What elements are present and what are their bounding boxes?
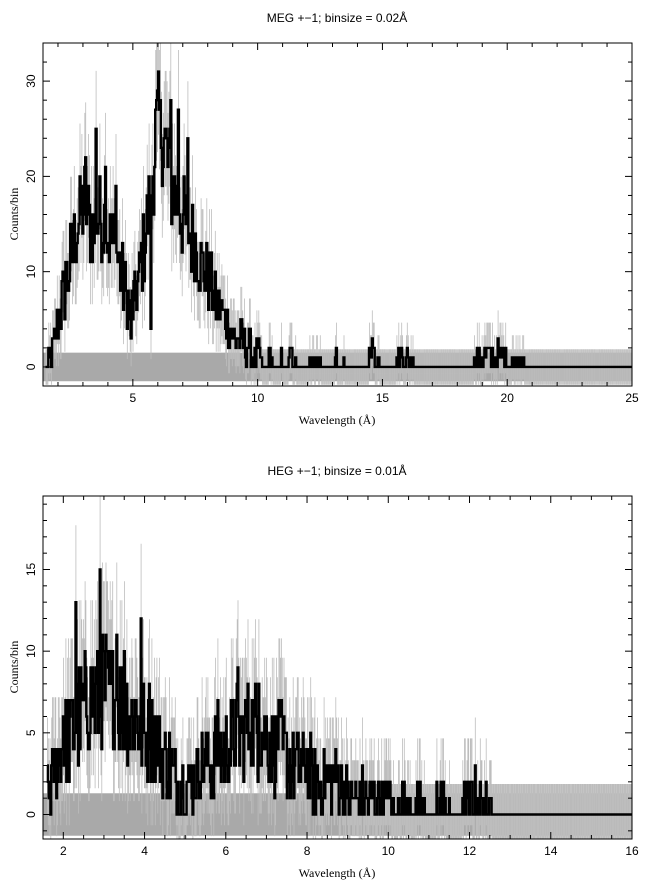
y-tick-label: 30 <box>24 74 38 88</box>
x-axis-label: Wavelength (Å) <box>299 413 376 427</box>
meg-panel: MEG +−1; binsize = 0.02Å 5 10 15 20 25 0 10 20… <box>7 10 639 427</box>
x-axis: 5 10 15 20 25 <box>57 43 639 405</box>
x-tick-label: 10 <box>382 844 396 858</box>
x-tick-label: 8 <box>304 844 311 858</box>
noise-layer <box>45 43 632 385</box>
x-tick-label: 15 <box>376 391 390 405</box>
series-layer <box>46 568 632 816</box>
y-tick-label: 0 <box>24 363 38 370</box>
y-tick-label: 10 <box>24 265 38 279</box>
y-tick-label: 20 <box>24 169 38 183</box>
y-axis-label: Counts/bin <box>7 188 21 241</box>
y-tick-label: 15 <box>24 563 38 577</box>
chart-title: HEG +−1; binsize = 0.01Å <box>267 463 406 478</box>
data-series <box>46 568 632 816</box>
error-bars <box>45 43 632 385</box>
x-tick-label: 2 <box>60 844 67 858</box>
chart-title: MEG +−1; binsize = 0.02Å <box>267 10 407 25</box>
y-tick-label: 0 <box>24 811 38 818</box>
x-axis-label: Wavelength (Å) <box>299 866 376 880</box>
x-tick-label: 4 <box>141 844 148 858</box>
x-axis: 2 4 6 8 10 12 14 16 <box>42 496 639 858</box>
x-tick-label: 5 <box>130 391 137 405</box>
x-tick-label: 16 <box>625 844 639 858</box>
x-tick-label: 10 <box>251 391 265 405</box>
x-tick-label: 14 <box>544 844 558 858</box>
y-tick-label: 10 <box>24 644 38 658</box>
heg-panel: HEG +−1; binsize = 0.01Å 2 4 6 8 10 12 14 16 0 5… <box>7 463 639 880</box>
y-axis: 0 10 20 30 <box>24 42 632 387</box>
y-tick-label: 5 <box>24 729 38 736</box>
y-axis: 0 5 10 15 <box>24 503 632 832</box>
series-layer <box>45 70 632 369</box>
x-tick-label: 12 <box>463 844 477 858</box>
y-axis-label: Counts/bin <box>7 641 21 694</box>
x-tick-label: 6 <box>222 844 229 858</box>
x-tick-label: 25 <box>625 391 639 405</box>
data-series <box>45 70 632 369</box>
x-tick-label: 20 <box>501 391 515 405</box>
